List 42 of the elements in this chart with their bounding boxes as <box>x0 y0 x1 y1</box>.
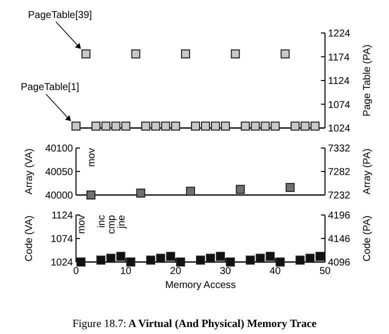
annotation: mov <box>76 215 88 234</box>
annotation: inc <box>96 215 108 228</box>
y2-tick-label: 7232 <box>328 190 351 202</box>
y2-axis-title: Code (PA) <box>362 216 373 262</box>
y2-tick-label: 1074 <box>328 100 351 111</box>
x-tick-label: 50 <box>319 266 331 277</box>
y2-axis-title: Array (PA) <box>362 148 373 194</box>
y2-tick-label: 1024 <box>328 124 351 134</box>
caption: Figure 18.7: A Virtual (And Physical) Memory Trace <box>72 318 317 330</box>
x-tick-label: 0 <box>73 266 80 277</box>
y2-tick-label: 4146 <box>328 234 351 245</box>
point <box>286 182 295 192</box>
x-tick-label: 40 <box>270 266 282 277</box>
y-tick-label: 40100 <box>45 144 74 154</box>
y2-tick-label: 1224 <box>328 28 351 40</box>
y2-tick-label: 4196 <box>328 210 351 222</box>
x-axis-title: Memory Access <box>165 280 236 291</box>
y-axis-title: Code (VA) <box>24 216 35 262</box>
y-tick-label: 1024 <box>50 258 74 268</box>
y2-tick-label: 7282 <box>328 167 351 178</box>
point <box>186 186 196 196</box>
point <box>136 188 146 198</box>
annotation: mov <box>86 148 98 167</box>
annotation: cmp <box>106 214 118 234</box>
y2-axis-title: Page Table (PA) <box>362 44 373 116</box>
y2-tick-label: 1124 <box>328 76 350 87</box>
y2-tick-label: 7332 <box>328 144 351 154</box>
point <box>86 190 96 200</box>
x-tick-label: 30 <box>220 266 232 277</box>
y-axis-title: Array (VA) <box>24 148 35 194</box>
y-tick-label: 40050 <box>45 167 74 178</box>
y-tick-label: 1074 <box>50 234 74 245</box>
x-tick-label: 10 <box>120 266 132 277</box>
point <box>236 184 245 194</box>
y2-tick-label: 1174 <box>328 52 350 64</box>
text: PageTable[39] <box>28 10 92 21</box>
y2-tick-label: 4096 <box>328 258 351 268</box>
y-tick-label: 1124 <box>51 210 74 222</box>
y-tick-label: 40000 <box>45 190 74 202</box>
annotation: jne <box>116 214 128 230</box>
annotation: PageTable[1] <box>20 82 80 94</box>
x-tick-label: 20 <box>170 266 182 277</box>
